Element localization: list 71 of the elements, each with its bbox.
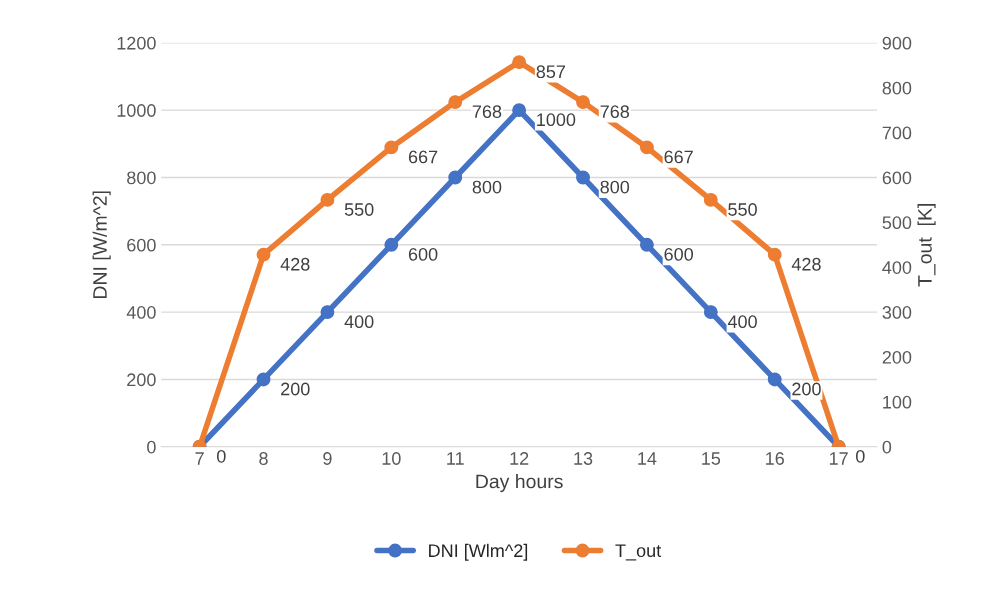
- point: [384, 237, 399, 252]
- point: [639, 237, 654, 252]
- point: [256, 372, 271, 387]
- x-tick-label: 17: [829, 452, 848, 465]
- x-tick-label: 11: [447, 452, 464, 465]
- y-tick-label: 400: [126, 306, 156, 319]
- y2-axis-title: T_out [K]: [917, 204, 936, 287]
- data-label: 800: [600, 180, 630, 194]
- x-tick-label: 10: [382, 452, 401, 465]
- x-tick-label: 8: [259, 452, 268, 465]
- y-tick-label: 800: [127, 171, 156, 185]
- y-tick-label: 0: [147, 440, 156, 454]
- y2-tick-label: 0: [882, 440, 892, 454]
- point: [256, 247, 271, 262]
- point: [576, 95, 590, 110]
- y2-tick-label: 400: [882, 261, 912, 274]
- x-tick-label: 12: [510, 452, 529, 465]
- y2-tick-label: 100: [883, 395, 912, 409]
- x-axis-title: Day hours: [476, 474, 563, 493]
- x-tick-label: 13: [574, 452, 593, 465]
- data-label: 800: [472, 180, 502, 194]
- point: [639, 140, 654, 155]
- x-tick-label: 7: [195, 452, 204, 465]
- data-label: 0: [216, 449, 226, 463]
- point: [320, 305, 335, 320]
- data-label: 667: [664, 150, 693, 164]
- y2-tick-label: 200: [882, 350, 912, 364]
- point: [448, 170, 463, 185]
- y2-tick-label: 900: [882, 36, 912, 50]
- point: [384, 140, 399, 155]
- y-axis-title: DNI [W/m^2]: [92, 191, 111, 298]
- point: [448, 95, 463, 110]
- data-label: 667: [408, 150, 438, 164]
- data-label: 550: [728, 203, 757, 216]
- point: [767, 247, 782, 262]
- data-label: 200: [792, 382, 821, 396]
- x-tick-label: 9: [323, 452, 332, 465]
- point: [576, 170, 590, 185]
- data-label: 428: [280, 257, 310, 271]
- y2-tick-label: 800: [882, 81, 912, 95]
- legend-label: DNI [Wlm^2]: [429, 543, 528, 561]
- point: [512, 103, 527, 118]
- data-label: 200: [281, 382, 310, 396]
- data-label: 400: [344, 315, 374, 329]
- data-label: 857: [536, 65, 565, 79]
- y-tick-label: 1000: [117, 104, 156, 117]
- y2-tick-label: 300: [882, 306, 912, 319]
- data-label: 0: [855, 449, 865, 463]
- data-label: 600: [664, 247, 694, 261]
- x-tick-label: 15: [702, 452, 721, 465]
- y-tick-label: 600: [127, 238, 156, 252]
- y-tick-label: 1200: [117, 36, 156, 50]
- y2-tick-label: 500: [882, 216, 912, 230]
- data-label: 428: [791, 257, 821, 271]
- data-label: 768: [472, 105, 502, 119]
- x-tick-label: 14: [638, 452, 657, 465]
- y2-tick-label: 600: [882, 171, 912, 185]
- point: [512, 55, 527, 70]
- y2-tick-label: 700: [882, 126, 912, 140]
- point: [703, 192, 718, 207]
- point: [767, 372, 782, 387]
- data-label: 400: [727, 315, 757, 329]
- point: [703, 305, 718, 320]
- data-label: 550: [344, 203, 374, 216]
- data-label: 1000: [537, 113, 576, 127]
- data-label: 768: [600, 105, 630, 119]
- data-label: 600: [408, 247, 438, 261]
- y-tick-label: 200: [127, 373, 156, 387]
- x-tick-label: 16: [766, 452, 784, 465]
- point: [320, 192, 335, 207]
- legend-label: T_out: [615, 544, 662, 561]
